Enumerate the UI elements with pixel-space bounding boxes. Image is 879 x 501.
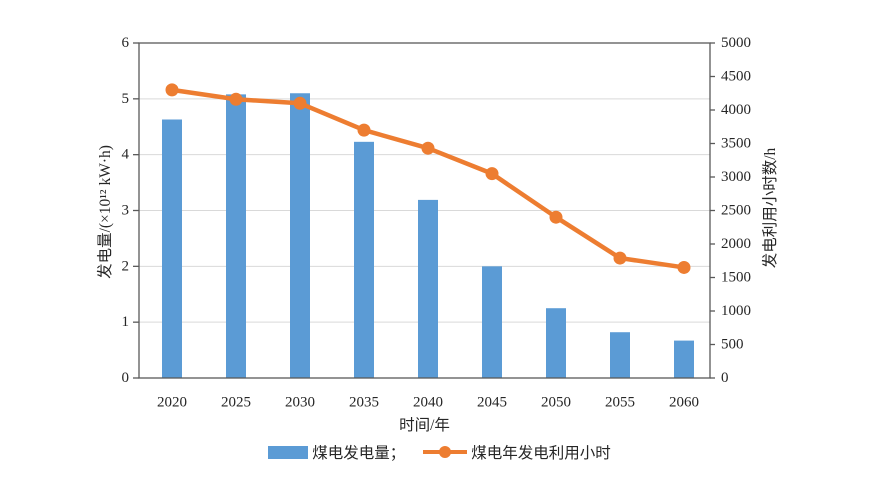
right-tick-label: 1500 <box>721 270 751 286</box>
x-tick-label: 2020 <box>157 395 187 411</box>
x-tick-label: 2055 <box>605 395 635 411</box>
legend-line-swatch <box>423 446 468 458</box>
left-tick-label: 1 <box>122 314 130 330</box>
right-tick-label: 500 <box>721 337 744 353</box>
right-tick-label: 3500 <box>721 136 751 152</box>
left-tick-label: 2 <box>122 258 130 274</box>
right-axis-title: 发电利用小时数/h <box>762 147 779 269</box>
x-tick-label: 2030 <box>285 395 315 411</box>
left-tick-label: 6 <box>122 35 130 51</box>
legend: 煤电发电量； 煤电年发电利用小时 <box>0 441 879 463</box>
right-tick-label: 2500 <box>721 203 751 219</box>
line-marker-2020 <box>165 83 179 97</box>
x-tick-label: 2060 <box>669 395 699 411</box>
line-marker-2035 <box>357 123 371 137</box>
right-tick-label: 2000 <box>721 236 751 252</box>
x-tick-label: 2040 <box>413 395 443 411</box>
bar-2035 <box>354 141 374 378</box>
right-tick-label: 4000 <box>721 102 751 118</box>
x-axis-title: 时间/年 <box>399 417 450 434</box>
right-tick-label: 5000 <box>721 35 751 51</box>
legend-bar-swatch <box>268 445 309 459</box>
right-tick-label: 0 <box>721 370 729 386</box>
line-marker-2045 <box>485 167 499 181</box>
legend-item-line: 煤电年发电利用小时 <box>423 441 611 463</box>
axes-layer <box>133 42 715 379</box>
bar-series-layer <box>162 93 694 378</box>
bar-2060 <box>674 340 694 378</box>
x-tick-label: 2045 <box>477 395 507 411</box>
legend-bar-label: 煤电发电量； <box>312 445 406 462</box>
x-tick-label: 2050 <box>541 395 571 411</box>
legend-line-label: 煤电年发电利用小时 <box>471 445 611 462</box>
line-marker-2025 <box>229 92 243 106</box>
line-marker-2050 <box>549 210 563 224</box>
bar-2055 <box>610 332 630 378</box>
left-tick-label: 3 <box>122 203 130 219</box>
bar-2050 <box>546 308 566 378</box>
line-marker-2030 <box>293 96 307 110</box>
bar-2020 <box>162 119 182 378</box>
legend-line-marker-icon <box>439 446 452 458</box>
line-marker-2055 <box>613 251 627 265</box>
right-tick-label: 1000 <box>721 303 751 319</box>
bar-2030 <box>290 93 310 378</box>
bar-2045 <box>482 266 502 378</box>
legend-item-bar: 煤电发电量； <box>268 441 405 463</box>
x-tick-label: 2035 <box>349 395 379 411</box>
tick-labels-layer: 0 1 2 3 4 5 6 0 500 1000 1500 2000 2500 3000 3500 4000 4… <box>122 35 752 411</box>
left-tick-label: 4 <box>122 147 130 163</box>
bar-2025 <box>226 94 246 378</box>
bar-2040 <box>418 199 438 378</box>
right-tick-label: 4500 <box>721 69 751 85</box>
left-tick-label: 0 <box>122 370 130 386</box>
line-marker-2060 <box>677 260 691 274</box>
right-tick-label: 3000 <box>721 169 751 185</box>
left-axis-title: 发电量/(×10¹² kW·h) <box>97 145 114 279</box>
line-series-layer <box>165 83 691 274</box>
line-marker-2040 <box>421 141 435 155</box>
x-tick-label: 2025 <box>221 395 251 411</box>
left-tick-label: 5 <box>122 91 130 107</box>
